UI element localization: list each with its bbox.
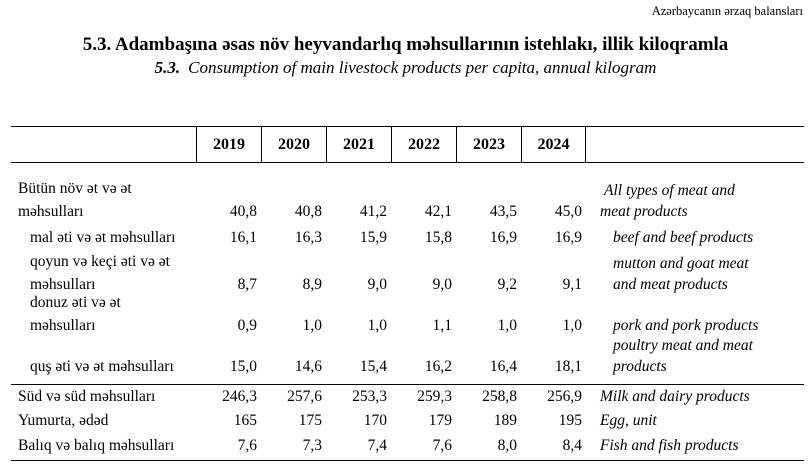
table-cell: 14,6 [294, 358, 322, 375]
row-label-en: Fish and fish products [600, 437, 739, 454]
table-cell: 9,0 [432, 276, 452, 293]
title-az-text: Adambaşına əsas növ heyvandarlıq məhsull… [114, 34, 729, 55]
table-cell: 165 [233, 412, 257, 429]
table-cell: 15,9 [359, 229, 387, 246]
row-label-en: poultry meat and meat [613, 337, 753, 354]
row-label-en: products [613, 358, 667, 375]
row-label-az: qoyun və keçi əti və ət [30, 253, 170, 270]
table-number-en: 5.3. [154, 58, 181, 77]
table-cell: 45,0 [554, 203, 582, 220]
table-cell: 1,1 [432, 317, 452, 334]
table-cell: 253,3 [352, 388, 387, 405]
row-label-az: məhsulları [30, 317, 96, 334]
subtotal-rule [11, 384, 804, 385]
row-label-az: quş əti və ət məhsulları [30, 358, 174, 375]
table-cell: 258,8 [482, 388, 517, 405]
year-header-2020: 2020 [261, 127, 326, 163]
table-bottom-rule [11, 460, 804, 461]
table-cell: 7,4 [367, 437, 387, 454]
year-header-2024: 2024 [521, 127, 586, 163]
table-cell: 16,3 [294, 229, 322, 246]
table-number: 5.3. [82, 34, 112, 55]
row-label-az: Yumurta, ədəd [18, 412, 109, 429]
table-cell: 8,9 [302, 276, 322, 293]
table-cell: 16,2 [424, 358, 452, 375]
table-cell: 9,2 [497, 276, 517, 293]
table-cell: 40,8 [294, 203, 322, 220]
row-label-az: Bütün növ ət və ət [18, 180, 132, 197]
table-cell: 195 [558, 412, 582, 429]
table-cell: 1,0 [367, 317, 387, 334]
row-label-az: Süd və süd məhsulları [18, 388, 156, 405]
table-cell: 0,9 [237, 317, 257, 334]
table-cell: 43,5 [489, 203, 517, 220]
row-label-en: and meat products [613, 276, 728, 293]
table-cell: 8,0 [497, 437, 517, 454]
table-cell: 257,6 [287, 388, 322, 405]
row-label-az: donuz əti və ət [30, 294, 121, 311]
row-label-az: məhsulları [30, 276, 96, 293]
table-cell: 40,8 [229, 203, 257, 220]
year-header-2023: 2023 [456, 127, 521, 163]
table-cell: 16,9 [489, 229, 517, 246]
table-cell: 16,1 [229, 229, 257, 246]
table-cell: 9,1 [562, 276, 582, 293]
row-label-en: meat products [600, 203, 688, 220]
table-cell: 189 [493, 412, 517, 429]
table-cell: 8,7 [237, 276, 257, 293]
table-cell: 16,9 [554, 229, 582, 246]
row-label-az: mal əti və ət məhsulları [30, 229, 176, 246]
table-cell: 7,6 [432, 437, 452, 454]
header-note: Azərbaycanın ərzaq balansları [651, 4, 803, 18]
table-cell: 16,4 [489, 358, 517, 375]
table-cell: 179 [428, 412, 452, 429]
row-label-az: məhsulları [18, 203, 84, 220]
title-en-text: Consumption of main livestock products p… [188, 58, 657, 77]
row-label-en: Milk and dairy products [600, 388, 750, 405]
table-cell: 41,2 [359, 203, 387, 220]
table-cell: 1,0 [562, 317, 582, 334]
table-cell: 7,3 [302, 437, 322, 454]
row-label-en: Egg, unit [600, 412, 657, 429]
table-cell: 9,0 [367, 276, 387, 293]
row-label-en: beef and beef products [613, 229, 754, 246]
table-cell: 15,8 [424, 229, 452, 246]
table-cell: 1,0 [497, 317, 517, 334]
table-title-en: 5.3. Consumption of main livestock produc… [0, 58, 811, 78]
row-label-en: pork and pork products [613, 317, 759, 334]
header-bottom-rule [11, 162, 804, 163]
table-cell: 1,0 [302, 317, 322, 334]
year-header-2021: 2021 [326, 127, 391, 163]
table-cell: 170 [363, 412, 387, 429]
table-cell: 259,3 [417, 388, 452, 405]
row-label-en: mutton and goat meat [613, 255, 749, 272]
table-cell: 256,9 [547, 388, 582, 405]
table-cell: 42,1 [424, 203, 452, 220]
table-cell: 7,6 [237, 437, 257, 454]
table-title-az: 5.3. Adambaşına əsas növ heyvandarlıq mə… [0, 34, 811, 56]
table-cell: 8,4 [562, 437, 582, 454]
year-header-2019: 2019 [196, 127, 261, 163]
table-top-rule [11, 126, 804, 127]
table-cell: 246,3 [222, 388, 257, 405]
table-cell: 15,0 [229, 358, 257, 375]
row-label-en: All types of meat and [604, 182, 735, 199]
row-label-az: Balıq və balıq məhsulları [18, 437, 175, 454]
table-cell: 18,1 [554, 358, 582, 375]
table-cell: 15,4 [359, 358, 387, 375]
year-header-2022: 2022 [391, 127, 456, 163]
table-cell: 175 [298, 412, 322, 429]
